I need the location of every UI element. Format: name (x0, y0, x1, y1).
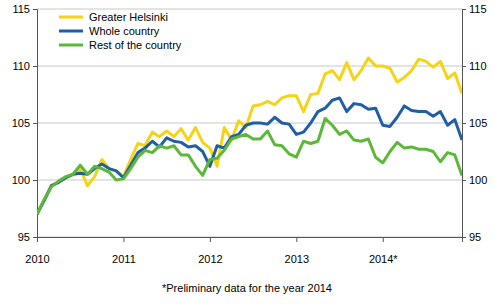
tick-label: 115 (469, 3, 487, 15)
tick-label: 95 (469, 231, 481, 243)
legend-label: Whole country (89, 25, 160, 37)
grid-line (37, 9, 462, 10)
tick: 110 (462, 60, 487, 72)
footnote: *Preliminary data for the year 2014 (162, 282, 332, 294)
tick: 115 (462, 3, 487, 15)
tick-label: 110 (12, 60, 30, 72)
tick-label: 110 (469, 60, 487, 72)
tick-mark (33, 9, 37, 10)
tick-label: 2010 (25, 253, 49, 265)
tick: 100 (12, 174, 37, 186)
tick-label: 105 (469, 117, 487, 129)
tick-mark (462, 9, 466, 10)
legend-label: Greater Helsinki (89, 11, 168, 23)
tick: 2013 (285, 237, 309, 265)
series-line (37, 98, 462, 214)
chart: 95 100 105 110 115 95 100 105 110 115 2010 2011 2012… (0, 0, 494, 304)
tick: 95 (462, 231, 481, 243)
y-axis: 95 100 105 110 115 (12, 3, 38, 243)
tick: 115 (12, 3, 37, 15)
legend-swatch (59, 16, 83, 19)
series-line (37, 118, 462, 214)
tick-label: 95 (18, 231, 30, 243)
y-axis-right: 95 100 105 110 115 (462, 3, 487, 243)
grid-line (37, 66, 462, 67)
x-axis: 2010 2011 2012 2013 2014* (25, 237, 462, 265)
tick-mark (383, 237, 384, 242)
tick-label: 105 (12, 117, 30, 129)
tick-mark (37, 237, 38, 242)
tick: 105 (12, 117, 37, 129)
legend-swatch (59, 44, 83, 47)
axis-line (33, 10, 38, 238)
legend-label: Rest of the country (89, 39, 182, 51)
tick: 110 (12, 60, 37, 72)
tick-label: 115 (12, 3, 30, 15)
tick-label: 2011 (112, 253, 136, 265)
axis-line (463, 10, 467, 238)
tick-mark (462, 123, 466, 124)
tick-mark (33, 123, 37, 124)
tick-label: 100 (469, 174, 487, 186)
tick: 2014* (369, 237, 398, 265)
tick-label: 2013 (285, 253, 309, 265)
tick-mark (296, 237, 297, 242)
tick-mark (123, 237, 124, 242)
lines (37, 58, 462, 214)
tick-mark (462, 66, 466, 67)
tick: 2012 (198, 237, 222, 265)
tick-mark (33, 237, 37, 238)
tick-label: 2012 (198, 253, 222, 265)
tick: 2011 (112, 237, 136, 265)
tick-mark (33, 180, 37, 181)
tick: 100 (462, 174, 487, 186)
axis-line (38, 238, 463, 243)
tick-label: 100 (12, 174, 30, 186)
tick-mark (210, 237, 211, 242)
legend: Greater Helsinki Whole country Rest of the… (59, 11, 182, 51)
tick: 105 (462, 117, 487, 129)
grid-line (37, 180, 462, 181)
tick-mark (462, 180, 466, 181)
legend-swatch (59, 30, 83, 33)
series-line (37, 58, 462, 214)
tick: 95 (18, 231, 37, 243)
tick: 2010 (25, 237, 49, 265)
tick-label: 2014* (369, 253, 398, 265)
tick-mark (33, 66, 37, 67)
grid (37, 9, 462, 237)
